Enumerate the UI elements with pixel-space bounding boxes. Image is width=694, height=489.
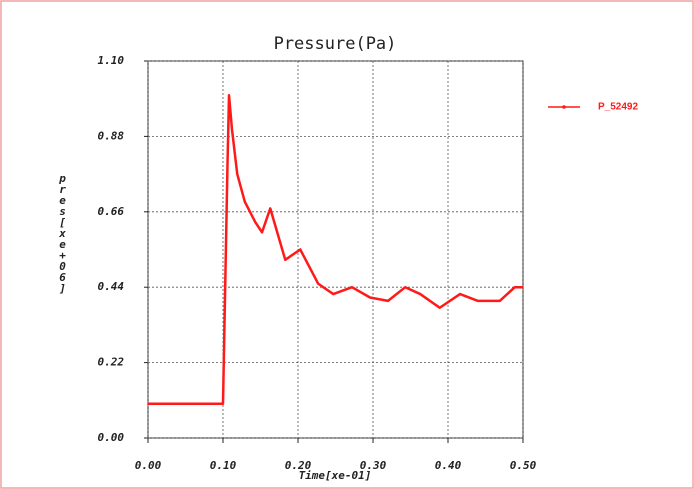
x-tick-label: 0.20 xyxy=(285,459,312,472)
legend-marker xyxy=(562,105,566,109)
y-tick-label: 0.22 xyxy=(98,356,125,369)
y-tick-label: 0.66 xyxy=(98,205,125,218)
y-tick-label: 1.10 xyxy=(98,54,125,67)
x-tick-label: 0.10 xyxy=(210,459,237,472)
x-axis-label: Time[xe-01] xyxy=(299,469,372,482)
x-tick-label: 0.40 xyxy=(435,459,462,472)
x-tick-label: 0.30 xyxy=(360,459,387,472)
x-tick-label: 0.50 xyxy=(510,459,537,472)
chart-title: Pressure(Pa) xyxy=(274,34,397,54)
y-tick-label: 0.88 xyxy=(98,129,125,142)
y-tick-label: 0.44 xyxy=(98,280,125,293)
y-tick-label: 0.00 xyxy=(98,431,125,444)
legend-label: P_52492 xyxy=(598,102,638,113)
y-axis-label: pres[xe+06] xyxy=(56,172,69,294)
x-tick-label: 0.00 xyxy=(135,459,162,472)
data-line xyxy=(148,94,523,405)
